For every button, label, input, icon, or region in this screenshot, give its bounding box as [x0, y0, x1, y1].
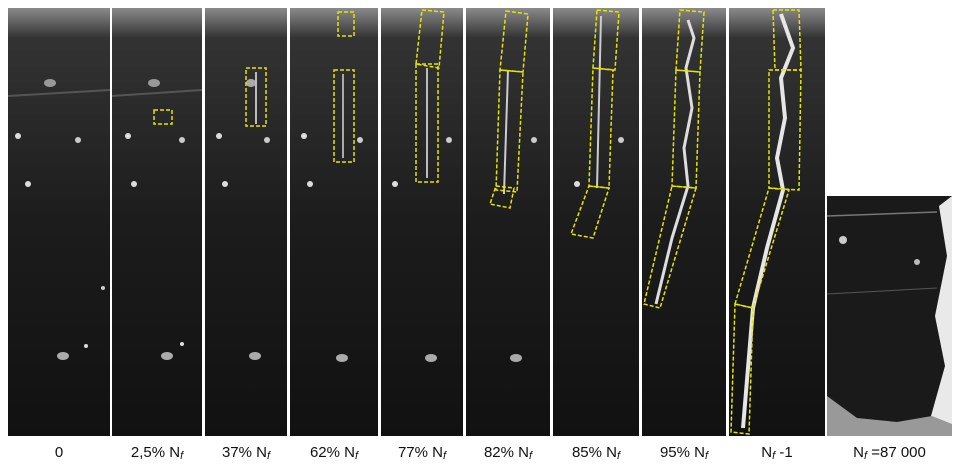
label-2-5-percent: 2,5% Nf [130, 444, 184, 462]
label-95-percent: 95% Nf [659, 444, 709, 462]
frame-5-surface [466, 8, 550, 436]
frame-6-surface [553, 8, 639, 436]
frame-6-image [553, 8, 639, 436]
label-82-percent: 82% Nf [483, 444, 533, 462]
frame-7-surface [642, 8, 726, 436]
label-37-percent: 37% Nf [221, 444, 271, 462]
fracture-surface [827, 196, 952, 436]
label-0: 0 [54, 444, 64, 461]
frame-8-surface [729, 8, 825, 436]
frame-0-surface [8, 8, 110, 436]
crack-highlight-box [495, 69, 524, 193]
label-85-percent: 85% Nf [571, 444, 621, 462]
frame-2-image [205, 8, 287, 436]
crack-highlight-box [333, 69, 355, 163]
crack-highlight-box [592, 9, 620, 71]
frame-4-image [381, 8, 463, 436]
frame-5-image [466, 8, 550, 436]
crack-highlight-box [499, 10, 529, 73]
label-77-percent: 77% Nf [397, 444, 447, 462]
frame-7-image [642, 8, 726, 436]
crack-highlight-box [415, 9, 445, 69]
frame-3-surface [290, 8, 378, 436]
crack-highlight-box [734, 187, 790, 309]
label-nf-total: Nf =87 000 [853, 444, 926, 462]
frame-9-fracture-image [827, 196, 952, 436]
frame-3-image [290, 8, 378, 436]
crack-highlight-box [415, 63, 439, 183]
crack-highlight-box [153, 109, 173, 125]
label-62-percent: 62% Nf [309, 444, 359, 462]
crack-highlight-box [730, 303, 754, 435]
label-nf-minus-1: Nf -1 [761, 444, 793, 462]
frame-1-image [112, 8, 202, 436]
frame-8-image [729, 8, 825, 436]
crack-highlight-box [337, 11, 355, 37]
crack-highlight-box [768, 69, 802, 191]
frame-1-surface [112, 8, 202, 436]
crack-highlight-box [569, 185, 610, 239]
crack-highlight-box [489, 185, 515, 209]
crack-highlight-box [245, 67, 267, 127]
frame-4-surface [381, 8, 463, 436]
frame-2-surface [205, 8, 287, 436]
crack-highlight-box [643, 185, 697, 309]
frame-0-image [8, 8, 110, 436]
